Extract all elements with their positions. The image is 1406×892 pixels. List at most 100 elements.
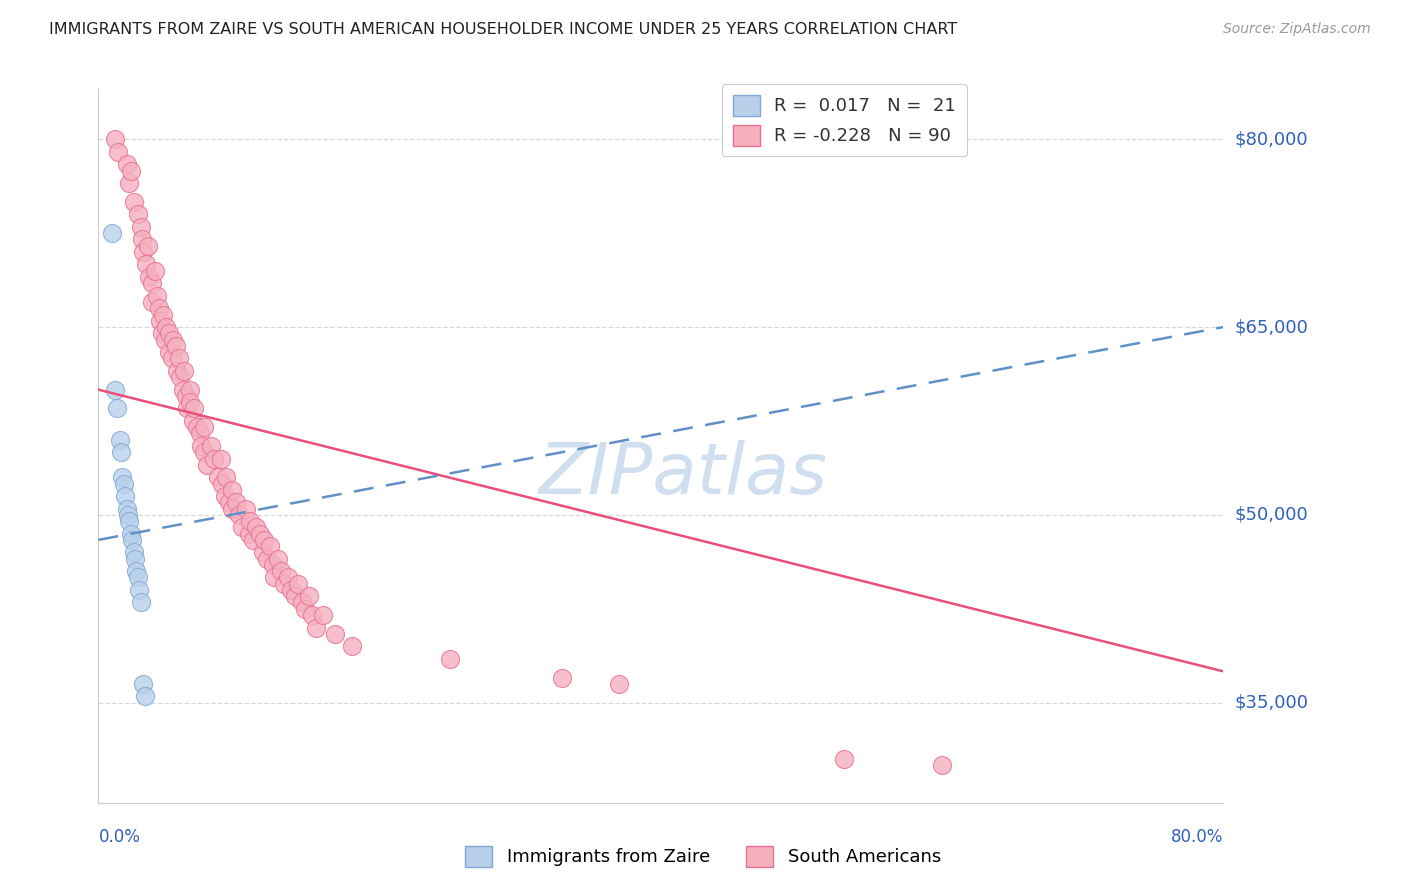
Point	[114, 489, 136, 503]
Point	[150, 326, 173, 341]
Point	[256, 551, 278, 566]
Point	[439, 652, 461, 666]
Point	[172, 383, 194, 397]
Point	[152, 308, 174, 322]
Point	[132, 677, 155, 691]
Text: Source: ZipAtlas.com: Source: ZipAtlas.com	[1223, 22, 1371, 37]
Point	[214, 489, 236, 503]
Point	[263, 570, 285, 584]
Point	[287, 576, 309, 591]
Text: $35,000: $35,000	[1234, 694, 1309, 712]
Point	[228, 508, 250, 522]
Point	[238, 526, 260, 541]
Text: ZIPatlas: ZIPatlas	[538, 440, 828, 509]
Point	[148, 301, 170, 316]
Point	[174, 389, 197, 403]
Point	[190, 439, 212, 453]
Point	[169, 370, 191, 384]
Point	[160, 351, 183, 366]
Point	[153, 333, 176, 347]
Point	[127, 207, 149, 221]
Point	[157, 326, 180, 341]
Point	[221, 483, 243, 497]
Text: IMMIGRANTS FROM ZAIRE VS SOUTH AMERICAN HOUSEHOLDER INCOME UNDER 25 YEARS CORREL: IMMIGRANTS FROM ZAIRE VS SOUTH AMERICAN …	[49, 22, 957, 37]
Point	[193, 420, 215, 434]
Point	[340, 640, 363, 654]
Point	[108, 433, 131, 447]
Point	[149, 314, 172, 328]
Point	[166, 364, 188, 378]
Text: $80,000: $80,000	[1234, 130, 1308, 148]
Point	[173, 364, 195, 378]
Point	[162, 333, 184, 347]
Point	[312, 607, 335, 622]
Point	[135, 257, 157, 271]
Point	[101, 226, 124, 240]
Point	[301, 607, 323, 622]
Point	[128, 582, 150, 597]
Point	[305, 621, 328, 635]
Point	[284, 589, 307, 603]
Point	[124, 551, 146, 566]
Point	[167, 351, 190, 366]
Legend: R =  0.017   N =  21, R = -0.228   N = 90: R = 0.017 N = 21, R = -0.228 N = 90	[721, 84, 967, 156]
Point	[262, 558, 284, 572]
Point	[131, 232, 153, 246]
Point	[107, 145, 129, 159]
Point	[551, 671, 574, 685]
Point	[239, 514, 262, 528]
Point	[202, 451, 225, 466]
Point	[215, 470, 238, 484]
Point	[225, 495, 247, 509]
Point	[141, 277, 163, 291]
Point	[111, 470, 134, 484]
Point	[179, 395, 201, 409]
Point	[125, 564, 148, 578]
Point	[181, 414, 204, 428]
Point	[249, 526, 271, 541]
Point	[195, 458, 218, 472]
Point	[323, 627, 346, 641]
Point	[117, 508, 139, 522]
Point	[104, 132, 127, 146]
Point	[832, 752, 855, 766]
Legend: Immigrants from Zaire, South Americans: Immigrants from Zaire, South Americans	[458, 838, 948, 874]
Point	[259, 539, 281, 553]
Point	[121, 533, 143, 547]
Point	[242, 533, 264, 547]
Point	[200, 439, 222, 453]
Point	[188, 426, 211, 441]
Point	[129, 595, 152, 609]
Point	[132, 244, 155, 259]
Text: 80.0%: 80.0%	[1171, 828, 1223, 846]
Point	[245, 520, 267, 534]
Text: 0.0%: 0.0%	[98, 828, 141, 846]
Point	[134, 690, 156, 704]
Point	[235, 501, 257, 516]
Text: $65,000: $65,000	[1234, 318, 1308, 336]
Point	[115, 501, 138, 516]
Point	[270, 564, 292, 578]
Point	[211, 476, 233, 491]
Point	[122, 194, 145, 209]
Point	[118, 514, 141, 528]
Point	[186, 420, 208, 434]
Point	[104, 383, 127, 397]
Point	[607, 677, 630, 691]
Point	[115, 157, 138, 171]
Point	[165, 339, 187, 353]
Point	[277, 570, 299, 584]
Point	[267, 551, 290, 566]
Point	[231, 520, 253, 534]
Point	[221, 501, 243, 516]
Point	[280, 582, 302, 597]
Point	[253, 533, 276, 547]
Point	[143, 264, 166, 278]
Point	[146, 289, 169, 303]
Point	[122, 545, 145, 559]
Point	[207, 470, 229, 484]
Point	[291, 595, 314, 609]
Point	[120, 526, 142, 541]
Point	[179, 383, 201, 397]
Text: $50,000: $50,000	[1234, 506, 1308, 524]
